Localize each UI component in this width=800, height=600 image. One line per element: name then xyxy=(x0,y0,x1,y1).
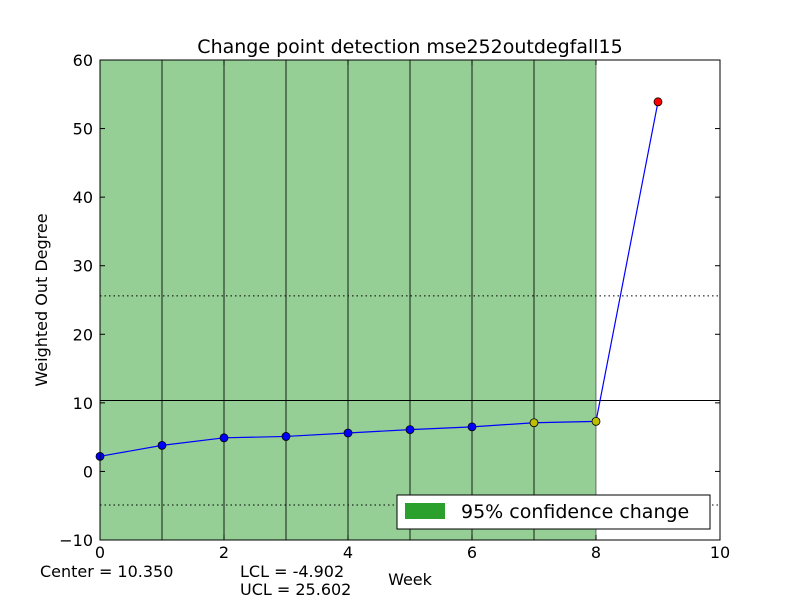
y-tick-label: 40 xyxy=(73,188,93,207)
ucl-stat: UCL = 25.602 xyxy=(240,580,352,599)
y-tick-label: 60 xyxy=(73,51,93,70)
legend-swatch xyxy=(405,503,445,519)
y-tick-label: 0 xyxy=(83,462,93,481)
data-point xyxy=(281,432,291,441)
data-point xyxy=(157,440,167,450)
legend-box xyxy=(396,494,711,530)
y-tick-label: 20 xyxy=(73,325,93,344)
x-tick-label: 8 xyxy=(591,543,601,562)
data-point xyxy=(405,425,415,435)
series-layer xyxy=(95,97,663,461)
data-point xyxy=(467,422,477,432)
center-stat: Center = 10.350 xyxy=(40,562,174,581)
y-tick-label: 10 xyxy=(73,394,93,413)
data-point xyxy=(343,428,353,438)
y-tick-label: 50 xyxy=(73,120,93,139)
x-tick-label: 4 xyxy=(343,543,353,562)
chart-title: Change point detection mse252outdegfall1… xyxy=(197,36,622,58)
lcl-stat: LCL = -4.902 xyxy=(240,562,345,581)
x-tick-label: 0 xyxy=(95,543,105,562)
x-tick-label: 6 xyxy=(467,543,477,562)
plot-frame xyxy=(99,59,721,541)
y-axis-label: Weighted Out Degree xyxy=(32,213,51,386)
week-divider-layer xyxy=(161,60,535,540)
data-point xyxy=(529,418,539,428)
x-axis-label: Week xyxy=(388,570,433,589)
legend-label: 95% confidence change xyxy=(461,501,689,523)
series-line xyxy=(99,101,659,457)
data-point xyxy=(219,433,229,443)
data-point xyxy=(653,97,663,107)
y-tick-label: 30 xyxy=(73,257,93,276)
y-tick-label: −10 xyxy=(59,531,93,550)
control-limit-layer xyxy=(100,295,720,506)
data-point xyxy=(591,416,601,426)
x-tick-label: 10 xyxy=(710,543,730,562)
legend: 95% confidence change xyxy=(396,494,711,530)
x-tick-label: 2 xyxy=(219,543,229,562)
